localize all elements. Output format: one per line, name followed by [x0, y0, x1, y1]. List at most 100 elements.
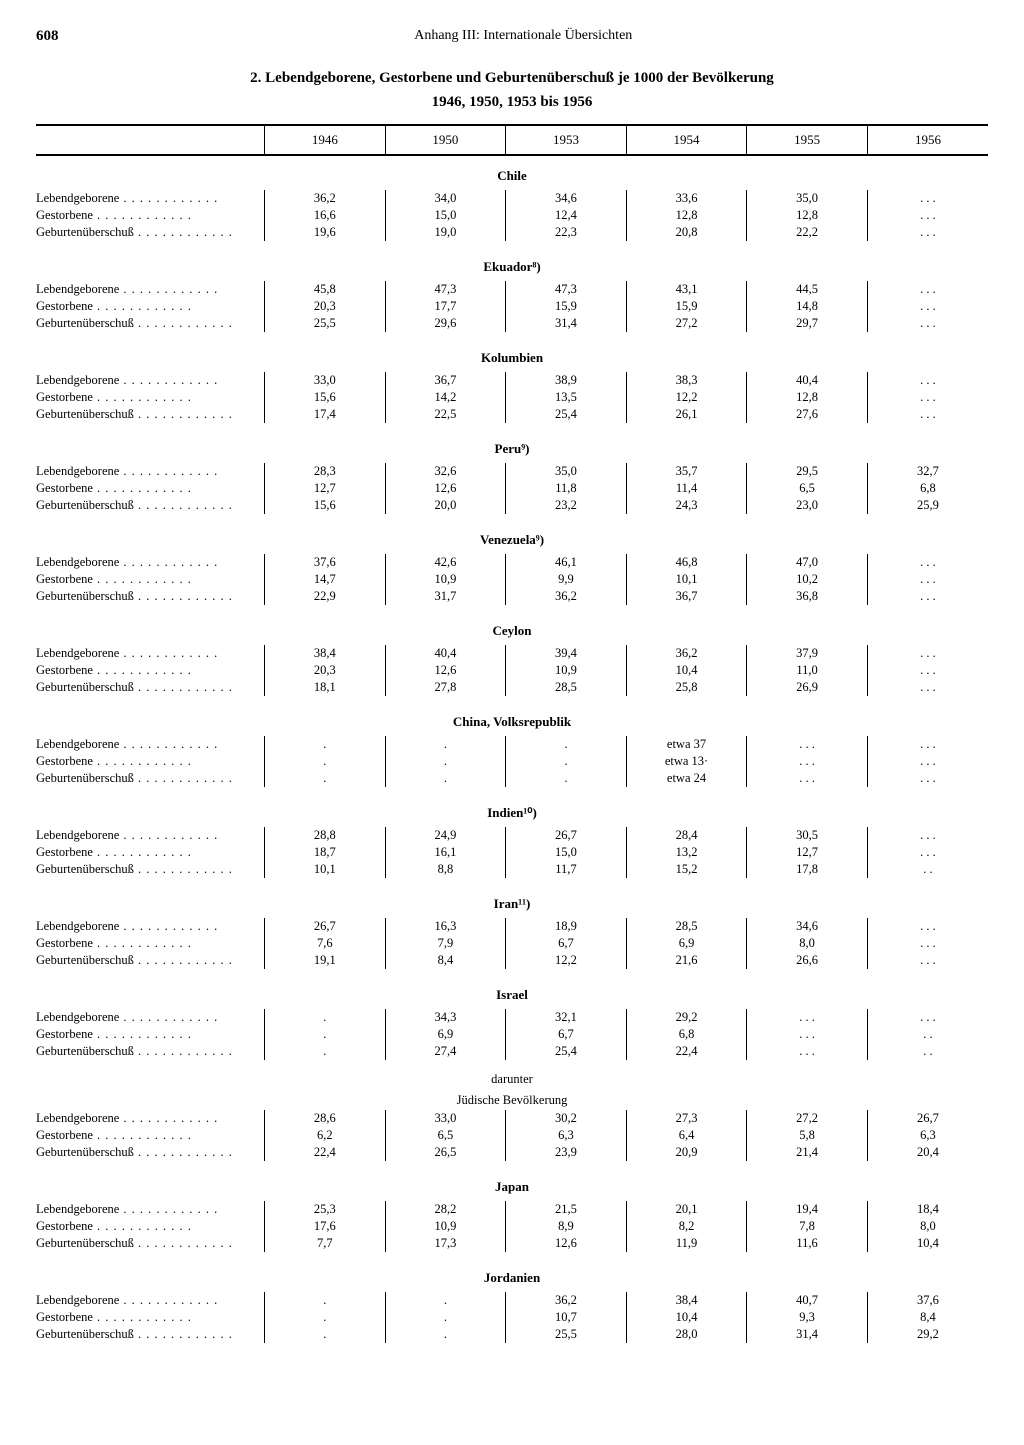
cell-value: . — [385, 770, 506, 787]
cell-value: 26,6 — [747, 952, 868, 969]
cell-value: 35,0 — [506, 463, 627, 480]
cell-value: . . . — [867, 736, 988, 753]
cell-value: . — [265, 1009, 386, 1026]
cell-value: 35,7 — [626, 463, 747, 480]
cell-value: 33,0 — [385, 1110, 506, 1127]
table-title: 2. Lebendgeborene, Gestorbene und Geburt… — [36, 66, 988, 114]
cell-value: 23,2 — [506, 497, 627, 514]
cell-value: 34,3 — [385, 1009, 506, 1026]
cell-value: 32,6 — [385, 463, 506, 480]
title-line-2: 1946, 1950, 1953 bis 1956 — [432, 94, 593, 110]
cell-value: . — [385, 753, 506, 770]
cell-value: 17,3 — [385, 1235, 506, 1252]
cell-value: 10,4 — [867, 1235, 988, 1252]
row-label-births: Lebendgeborene . . . . . . . . . . . . — [36, 190, 265, 207]
cell-value: . . . — [867, 554, 988, 571]
cell-value: 8,0 — [747, 935, 868, 952]
cell-value: 28,3 — [265, 463, 386, 480]
cell-value: 44,5 — [747, 281, 868, 298]
cell-value: 25,9 — [867, 497, 988, 514]
row-label-deaths: Gestorbene . . . . . . . . . . . . — [36, 389, 265, 406]
row-label-births: Lebendgeborene . . . . . . . . . . . . — [36, 827, 265, 844]
cell-value: . — [265, 1043, 386, 1060]
cell-value: 47,0 — [747, 554, 868, 571]
country-heading: Chile — [36, 158, 988, 190]
cell-value: . . . — [867, 844, 988, 861]
cell-value: 37,9 — [747, 645, 868, 662]
cell-value: 36,2 — [265, 190, 386, 207]
cell-value: 14,2 — [385, 389, 506, 406]
cell-value: 39,4 — [506, 645, 627, 662]
row-label-births: Lebendgeborene . . . . . . . . . . . . — [36, 463, 265, 480]
cell-value: 19,0 — [385, 224, 506, 241]
cell-value: 36,7 — [626, 588, 747, 605]
cell-value: 8,9 — [506, 1218, 627, 1235]
cell-value: 27,6 — [747, 406, 868, 423]
cell-value: 12,6 — [385, 480, 506, 497]
cell-value: etwa 13· — [626, 753, 747, 770]
cell-value: 35,0 — [747, 190, 868, 207]
cell-value: 26,7 — [867, 1110, 988, 1127]
row-label-births: Lebendgeborene . . . . . . . . . . . . — [36, 1292, 265, 1309]
cell-value: 8,8 — [385, 861, 506, 878]
cell-value: . . . — [867, 588, 988, 605]
cell-value: 22,2 — [747, 224, 868, 241]
cell-value: 5,8 — [747, 1127, 868, 1144]
row-label-deaths: Gestorbene . . . . . . . . . . . . — [36, 753, 265, 770]
cell-value: 33,6 — [626, 190, 747, 207]
cell-value: 12,2 — [506, 952, 627, 969]
cell-value: 31,7 — [385, 588, 506, 605]
cell-value: 10,9 — [506, 662, 627, 679]
cell-value: . . — [867, 1043, 988, 1060]
cell-value: 19,1 — [265, 952, 386, 969]
row-label-surplus: Geburtenüberschuß . . . . . . . . . . . … — [36, 406, 265, 423]
cell-value: 22,9 — [265, 588, 386, 605]
cell-value: 11,9 — [626, 1235, 747, 1252]
row-label-surplus: Geburtenüberschuß . . . . . . . . . . . … — [36, 1235, 265, 1252]
cell-value: 6,3 — [506, 1127, 627, 1144]
cell-value: 17,4 — [265, 406, 386, 423]
cell-value: 8,2 — [626, 1218, 747, 1235]
page-number: 608 — [36, 28, 59, 45]
row-label-births: Lebendgeborene . . . . . . . . . . . . — [36, 554, 265, 571]
cell-value: 10,2 — [747, 571, 868, 588]
col-1953: 1953 — [506, 125, 627, 155]
cell-value: 6,3 — [867, 1127, 988, 1144]
cell-value: 15,6 — [265, 389, 386, 406]
cell-value: 12,8 — [626, 207, 747, 224]
cell-value: 12,6 — [385, 662, 506, 679]
row-label-deaths: Gestorbene . . . . . . . . . . . . — [36, 1218, 265, 1235]
cell-value: 27,2 — [626, 315, 747, 332]
cell-value: 11,4 — [626, 480, 747, 497]
cell-value: . — [385, 1292, 506, 1309]
row-label-births: Lebendgeborene . . . . . . . . . . . . — [36, 1201, 265, 1218]
cell-value: 38,4 — [626, 1292, 747, 1309]
cell-value: 13,2 — [626, 844, 747, 861]
cell-value: 15,9 — [626, 298, 747, 315]
row-label-surplus: Geburtenüberschuß . . . . . . . . . . . … — [36, 1043, 265, 1060]
cell-value: 17,8 — [747, 861, 868, 878]
cell-value: . . . — [747, 1026, 868, 1043]
cell-value: 26,7 — [506, 827, 627, 844]
cell-value: 28,0 — [626, 1326, 747, 1343]
col-1946: 1946 — [265, 125, 386, 155]
cell-value: 43,1 — [626, 281, 747, 298]
cell-value: 21,6 — [626, 952, 747, 969]
cell-value: 24,3 — [626, 497, 747, 514]
cell-value: 29,2 — [867, 1326, 988, 1343]
cell-value: 40,4 — [385, 645, 506, 662]
row-label-births: Lebendgeborene . . . . . . . . . . . . — [36, 1110, 265, 1127]
cell-value: 25,3 — [265, 1201, 386, 1218]
cell-value: . . . — [867, 406, 988, 423]
row-label-surplus: Geburtenüberschuß . . . . . . . . . . . … — [36, 1144, 265, 1161]
cell-value: 46,1 — [506, 554, 627, 571]
cell-value: 28,2 — [385, 1201, 506, 1218]
vital-statistics-table: 1946 1950 1953 1954 1955 1956 ChileLeben… — [36, 124, 988, 1351]
cell-value: 25,4 — [506, 1043, 627, 1060]
cell-value: . . . — [867, 190, 988, 207]
row-label-births: Lebendgeborene . . . . . . . . . . . . — [36, 1009, 265, 1026]
cell-value: . — [265, 770, 386, 787]
cell-value: . . . — [867, 207, 988, 224]
cell-value: 46,8 — [626, 554, 747, 571]
cell-value: . . . — [867, 679, 988, 696]
